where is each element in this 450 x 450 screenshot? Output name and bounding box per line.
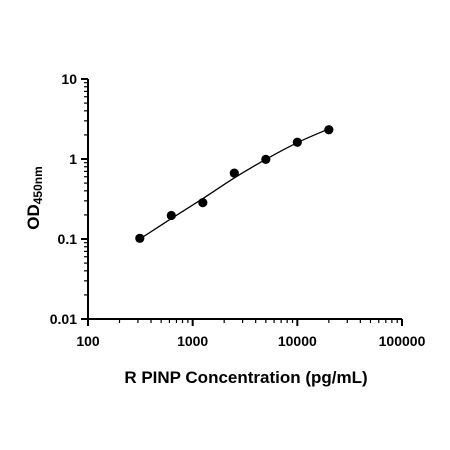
ticks xyxy=(81,78,403,326)
data-point xyxy=(198,198,208,208)
axes xyxy=(87,79,402,320)
y-axis-title-main: OD xyxy=(24,204,43,230)
x-tick-label: 10000 xyxy=(278,333,317,349)
tick-labels: 100 1000 10000 100000 0.01 0.1 1 10 xyxy=(50,71,426,349)
data-point xyxy=(135,233,145,243)
y-tick-label: 10 xyxy=(61,71,77,87)
y-axis-title-sub: 450nm xyxy=(31,166,45,204)
x-tick-label: 100 xyxy=(76,333,100,349)
y-tick-label: 0.1 xyxy=(58,231,78,247)
x-tick-label: 100000 xyxy=(379,333,426,349)
data-point xyxy=(166,210,176,221)
data-point xyxy=(261,154,271,164)
data-point xyxy=(229,168,239,178)
data-point xyxy=(292,137,302,147)
y-axis-title: OD450nm xyxy=(24,166,45,230)
y-tick-label: 0.01 xyxy=(50,311,77,327)
x-axis-title: R PINP Concentration (pg/mL) xyxy=(124,368,367,387)
data-point xyxy=(324,125,334,135)
data-points xyxy=(135,125,334,243)
y-tick-label: 1 xyxy=(69,151,77,167)
x-tick-label: 1000 xyxy=(177,333,208,349)
